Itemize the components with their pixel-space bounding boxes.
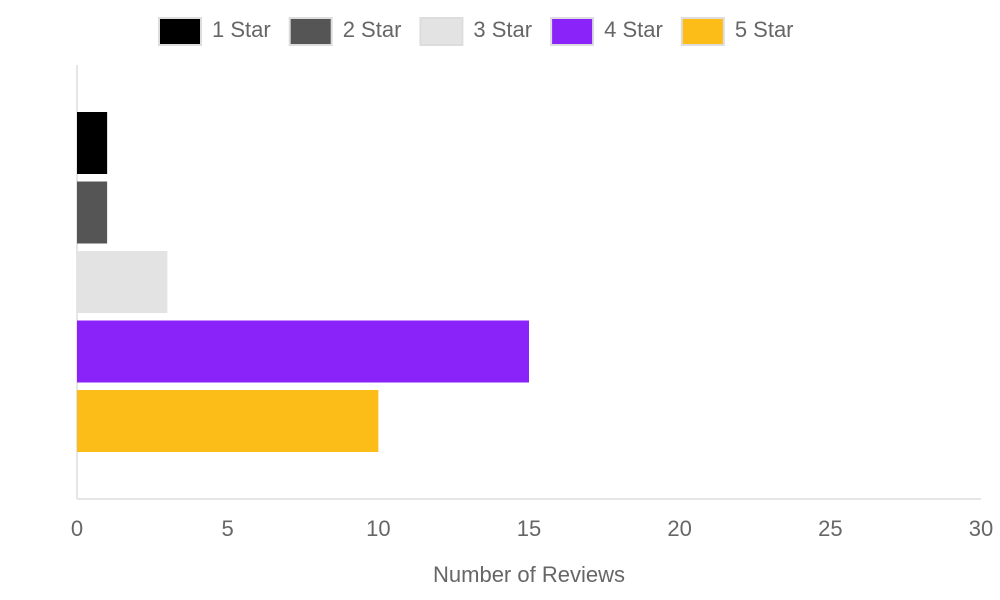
bar — [77, 320, 529, 383]
legend-label: 2 Star — [343, 17, 402, 42]
x-tick-label: 20 — [667, 516, 691, 541]
x-tick-label: 5 — [222, 516, 234, 541]
bar — [77, 181, 108, 244]
legend-swatch — [288, 17, 333, 46]
legend-swatch — [419, 17, 464, 46]
x-axis-label: Number of Reviews — [433, 562, 625, 587]
x-tick-label: 30 — [969, 516, 993, 541]
legend-label: 5 Star — [735, 17, 794, 42]
x-tick-label: 25 — [818, 516, 842, 541]
bar — [77, 251, 168, 313]
legend-label: 4 Star — [604, 17, 663, 42]
x-tick-label: 0 — [71, 516, 83, 541]
bar — [77, 112, 108, 174]
legend-label: 1 Star — [212, 17, 271, 42]
legend-swatch — [158, 17, 202, 46]
legend-swatch — [680, 17, 725, 46]
legend-swatch — [550, 17, 595, 46]
x-tick-label: 15 — [517, 516, 541, 541]
legend-label: 3 Star — [473, 17, 532, 42]
bar — [77, 390, 379, 452]
x-tick-label: 10 — [366, 516, 390, 541]
